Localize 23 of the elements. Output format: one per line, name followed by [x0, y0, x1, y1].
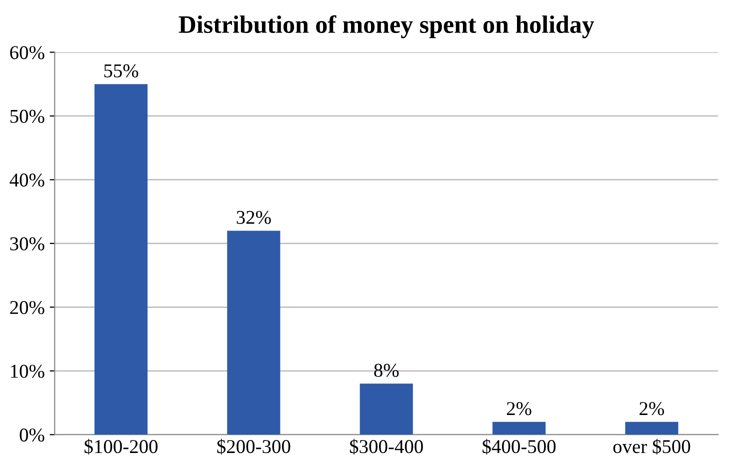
data-label: 8% — [374, 364, 399, 377]
y-tick-label: 10% — [11, 364, 44, 378]
data-label: 2% — [640, 402, 664, 416]
y-tick-label: 50% — [10, 110, 44, 123]
bar — [492, 422, 546, 435]
bar — [94, 84, 148, 435]
data-label: 55% — [104, 64, 138, 78]
bar — [360, 384, 413, 435]
x-tick-label: $200-300 — [217, 438, 290, 454]
x-tick-label: $400-500 — [482, 438, 556, 454]
chart-title: Distribution of money spent on holiday — [178, 15, 594, 38]
x-tick-label: over $500 — [613, 438, 690, 454]
bar — [625, 422, 678, 435]
bar — [227, 230, 280, 435]
data-label: 2% — [506, 402, 532, 416]
y-tick-label: 20% — [10, 300, 44, 314]
x-tick-label: $100-200 — [84, 438, 158, 454]
data-label: 32% — [236, 210, 271, 224]
y-tick-label: 40% — [10, 174, 44, 187]
x-tick-label: $300-400 — [350, 438, 423, 454]
y-tick-label: 30% — [10, 237, 44, 250]
y-tick-label: 0% — [20, 428, 44, 442]
y-tick-label: 60% — [10, 46, 44, 60]
